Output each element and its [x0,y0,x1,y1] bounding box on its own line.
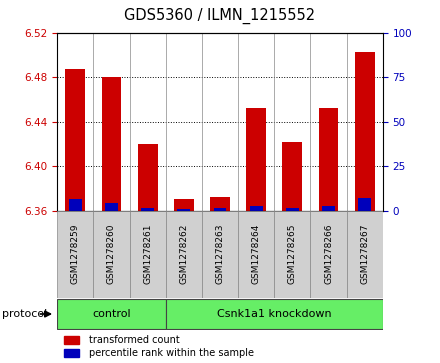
Text: Csnk1a1 knockdown: Csnk1a1 knockdown [217,309,332,319]
Bar [347,211,383,298]
Bar [214,208,226,211]
Text: GSM1278267: GSM1278267 [360,224,369,284]
Bar [250,206,263,211]
Bar [355,52,375,211]
Bar [359,198,371,211]
Text: GSM1278264: GSM1278264 [252,224,260,284]
Text: GDS5360 / ILMN_1215552: GDS5360 / ILMN_1215552 [125,8,315,24]
Bar [311,211,347,298]
Bar [57,299,166,329]
Bar [141,208,154,211]
Bar [105,203,118,211]
Bar [166,299,383,329]
Bar [210,197,230,211]
Bar [286,208,299,211]
Text: GSM1278262: GSM1278262 [180,224,188,284]
Text: GSM1278265: GSM1278265 [288,224,297,284]
Bar [202,211,238,298]
Text: percentile rank within the sample: percentile rank within the sample [89,348,254,358]
Bar [93,211,129,298]
Text: control: control [92,309,131,319]
Text: GSM1278266: GSM1278266 [324,224,333,284]
Bar [322,206,335,211]
Bar [282,142,302,211]
Bar [319,108,338,211]
Bar [138,144,158,211]
Bar [129,211,166,298]
Bar [57,211,93,298]
Bar [66,69,85,211]
Bar [102,77,121,211]
Text: GSM1278259: GSM1278259 [71,224,80,284]
Text: GSM1278260: GSM1278260 [107,224,116,284]
Bar [64,336,79,344]
Bar [274,211,311,298]
Bar [166,211,202,298]
Text: GSM1278261: GSM1278261 [143,224,152,284]
Bar [174,199,194,211]
Text: protocol: protocol [2,309,48,319]
Bar [246,108,266,211]
Text: GSM1278263: GSM1278263 [216,224,224,284]
Text: transformed count: transformed count [89,335,180,345]
Bar [64,349,79,357]
Bar [69,199,82,211]
Bar [177,209,190,211]
Bar [238,211,274,298]
